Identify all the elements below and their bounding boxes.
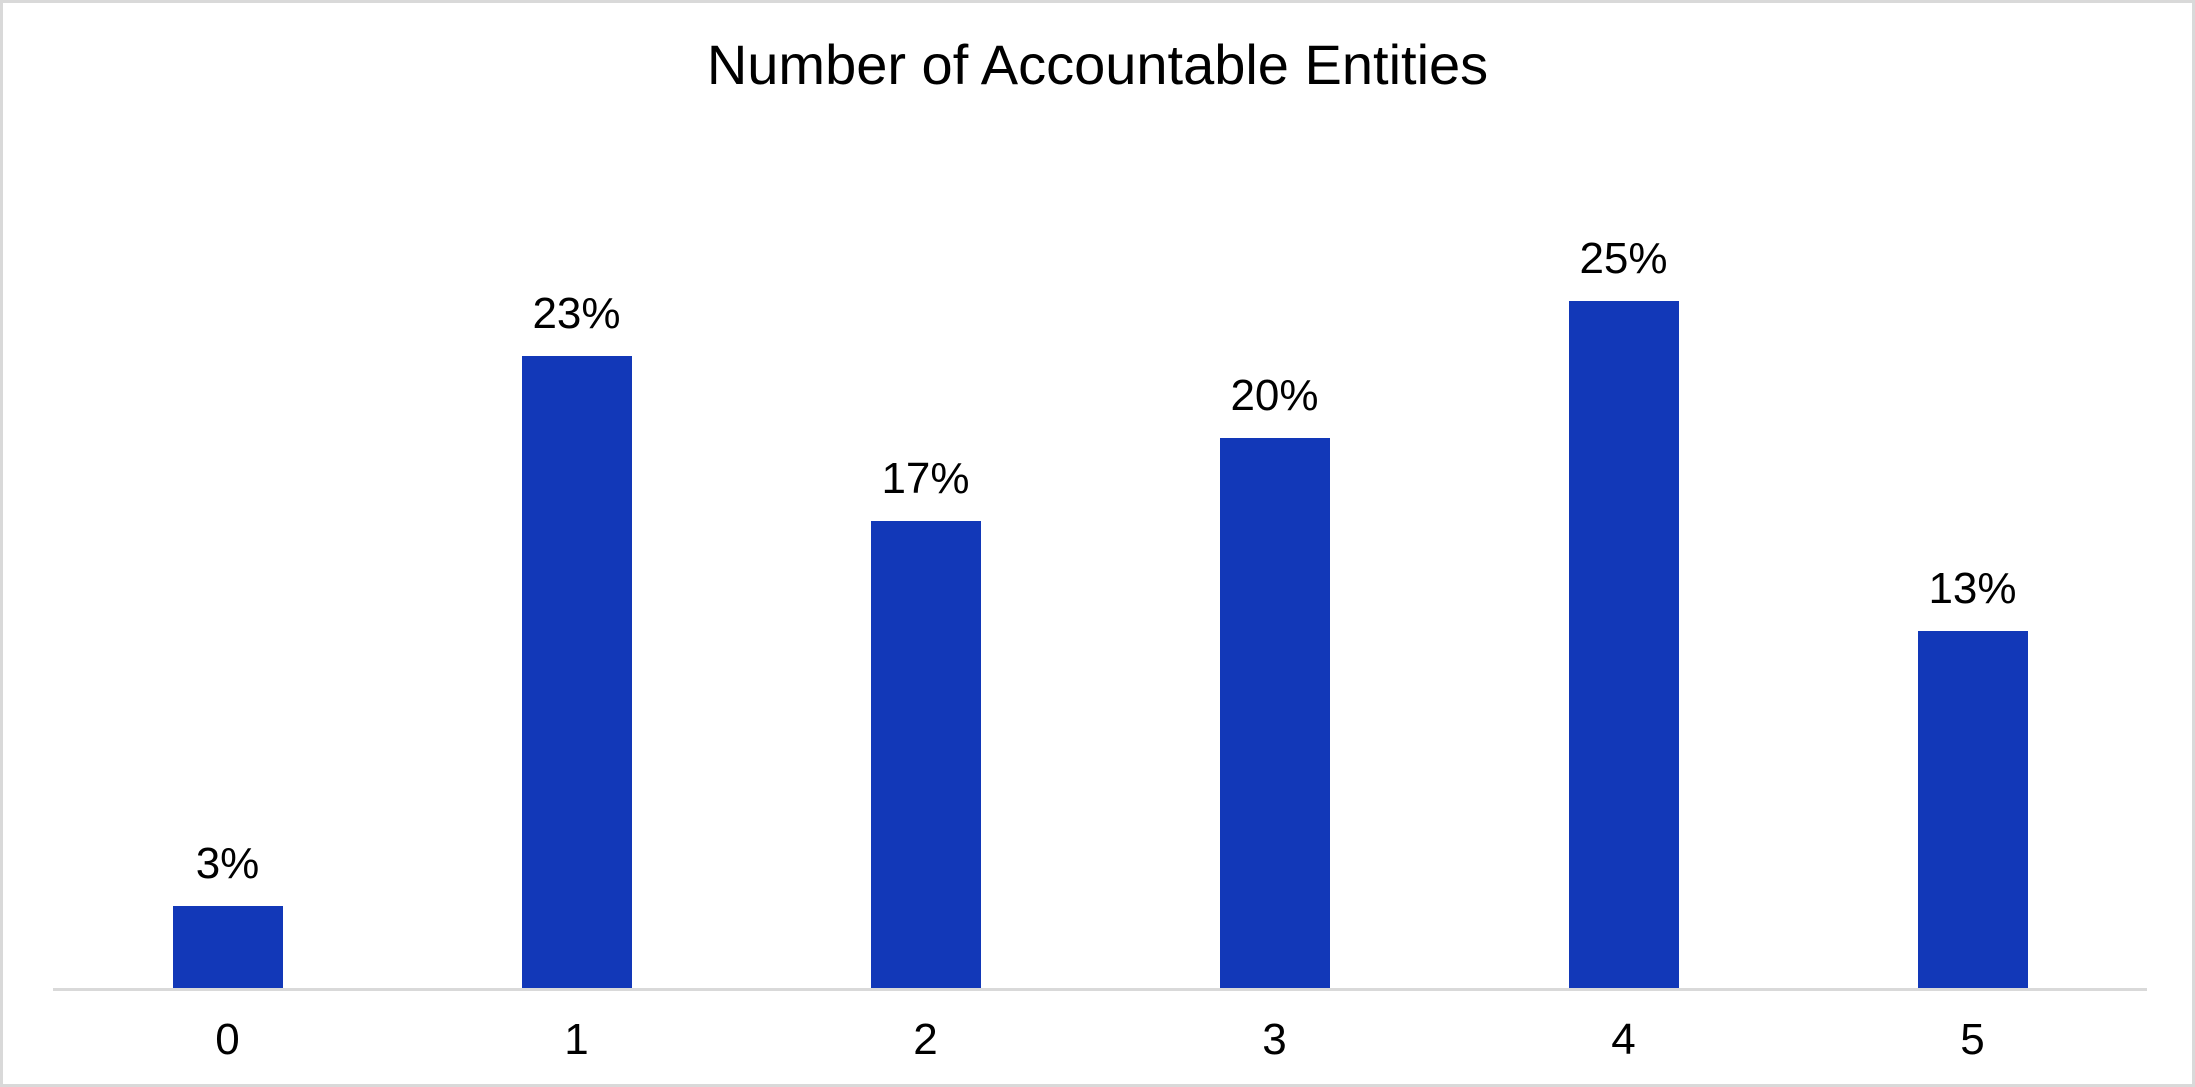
- x-tick-label: 3: [1262, 1015, 1287, 1064]
- x-tick-label: 4: [1611, 1015, 1636, 1064]
- x-axis-line: [53, 988, 2147, 991]
- bar: [1568, 300, 1679, 988]
- chart-title: Number of Accountable Entities: [706, 33, 1489, 96]
- bar-slot: 23%: [402, 288, 751, 988]
- bar-value-label: 25%: [1579, 233, 1668, 283]
- bar-slot: 20%: [1100, 374, 1449, 988]
- bar-value-label: 17%: [881, 453, 970, 503]
- bar: [1917, 630, 2028, 988]
- x-tick-label: 1: [564, 1015, 589, 1064]
- plot-area: 3% 23% 17% 20% 25% 13% 0 1 2 3 4 5: [53, 143, 2147, 1065]
- x-tick-label: 0: [215, 1015, 240, 1064]
- x-axis-tick-labels: 0 1 2 3 4 5: [53, 991, 2147, 1065]
- bars-container: 3% 23% 17% 20% 25% 13%: [53, 143, 2147, 988]
- bar-slot: 13%: [1798, 563, 2147, 988]
- bar-value-label: 23%: [532, 288, 621, 338]
- bar: [870, 520, 981, 988]
- bar: [521, 355, 632, 988]
- bar-slot: 3%: [53, 838, 402, 988]
- bar-value-label: 20%: [1230, 371, 1319, 420]
- bar-slot: 25%: [1449, 233, 1798, 988]
- x-tick-label: 2: [913, 1015, 938, 1064]
- bar-value-label: 13%: [1928, 563, 2017, 613]
- x-tick-label: 5: [1960, 1015, 1985, 1064]
- bar-slot: 17%: [751, 453, 1100, 988]
- bar-value-label: 3%: [195, 838, 260, 888]
- bar: [1219, 438, 1330, 988]
- bar: [172, 905, 283, 988]
